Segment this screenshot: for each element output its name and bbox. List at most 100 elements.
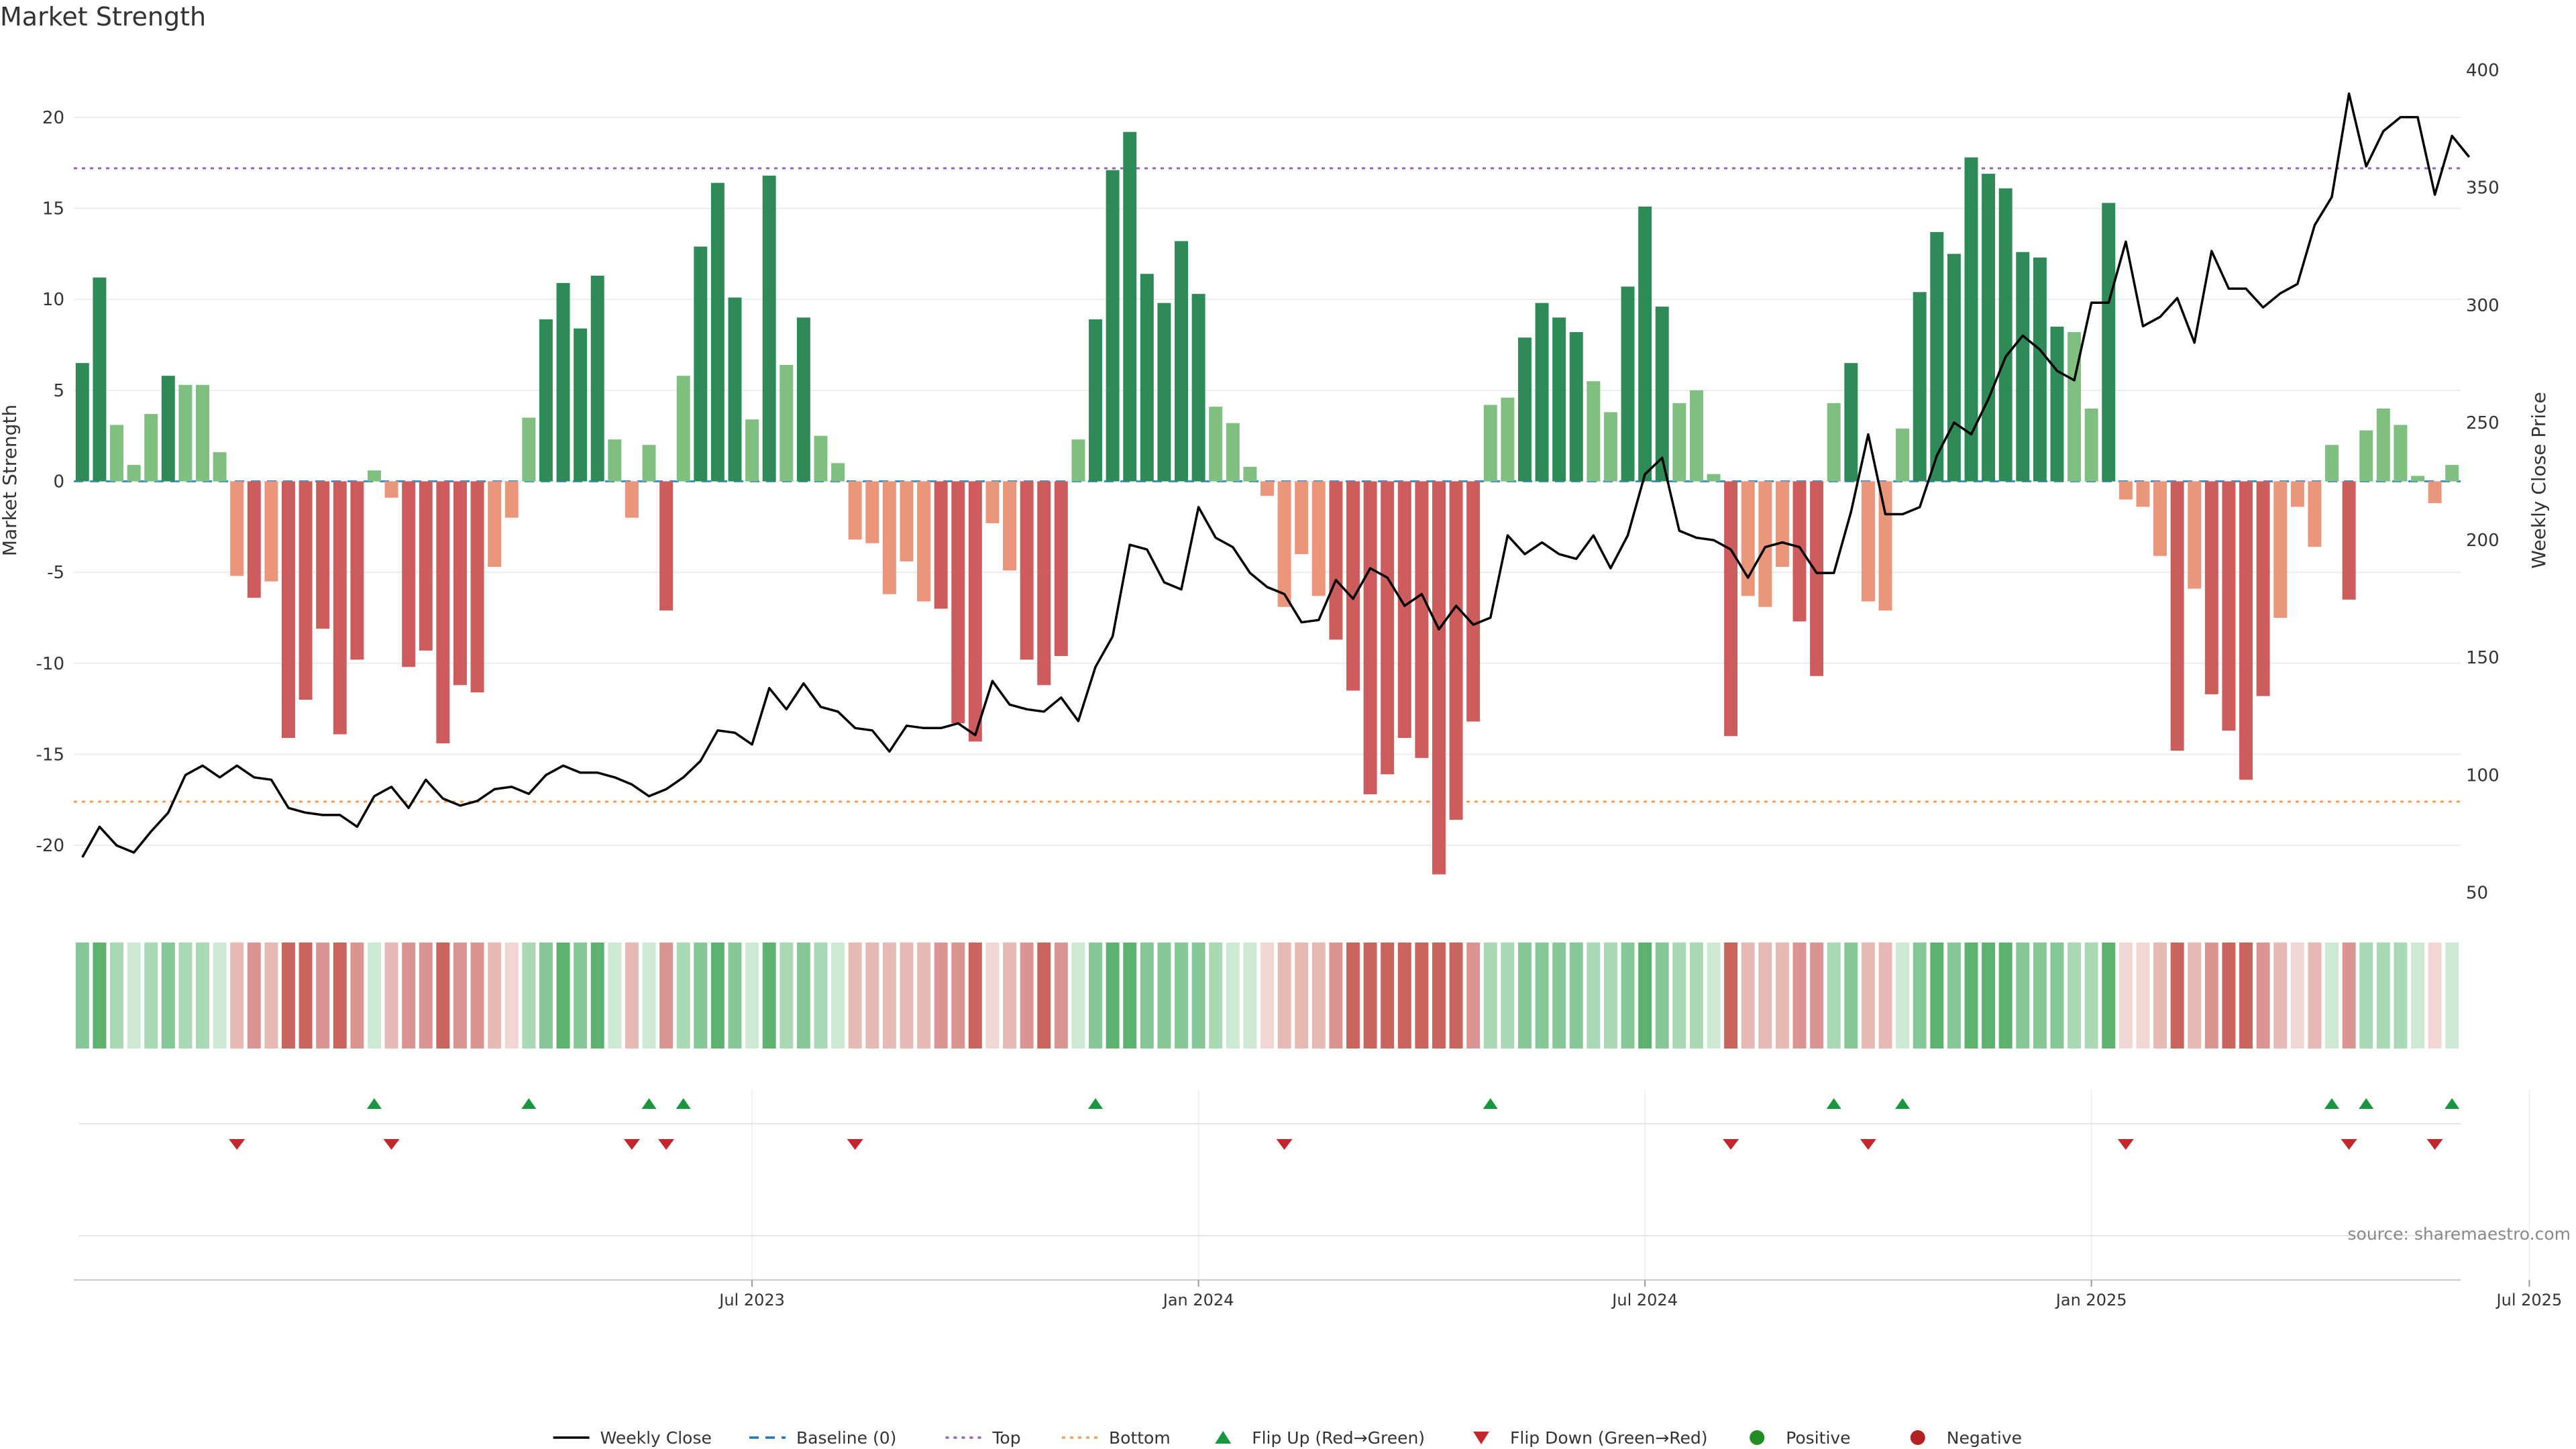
strength-bar — [1432, 481, 1446, 875]
legend-symbol-positive — [1750, 1430, 1765, 1445]
strength-bar — [1741, 481, 1755, 596]
strength-bar — [1724, 481, 1738, 737]
strength-bar — [522, 417, 536, 482]
heat-cell — [2170, 943, 2184, 1049]
heat-cell — [1483, 943, 1497, 1049]
heat-cell — [1432, 943, 1446, 1049]
heat-cell — [2342, 943, 2356, 1049]
strength-bar — [2411, 476, 2424, 482]
heat-cell — [1381, 943, 1395, 1049]
heat-cell — [1982, 943, 1996, 1049]
heat-cell — [900, 943, 914, 1049]
heat-cell — [1363, 943, 1377, 1049]
strength-bar — [1587, 381, 1601, 482]
strength-bar — [2428, 481, 2442, 504]
y-left-tick-label: -20 — [36, 836, 64, 856]
strength-bar — [2256, 481, 2270, 696]
heat-cell — [453, 943, 467, 1049]
strength-bar — [436, 481, 450, 744]
flip-down-marker — [229, 1139, 246, 1150]
flip-down-marker — [2341, 1139, 2357, 1150]
strength-bar — [1191, 294, 1205, 482]
heat-cell — [264, 943, 278, 1049]
y-right-tick-label: 350 — [2466, 178, 2500, 199]
heat-cell — [2068, 943, 2082, 1049]
heat-cell — [2308, 943, 2322, 1049]
y-axis-right-label: Weekly Close Price — [2528, 392, 2550, 568]
strength-bar — [676, 376, 690, 482]
heat-cell — [436, 943, 450, 1049]
strength-bar — [1329, 481, 1343, 640]
strength-bar — [1157, 303, 1171, 482]
strength-bar — [1707, 474, 1721, 482]
strength-bar — [2290, 481, 2304, 507]
heat-cell — [1655, 943, 1669, 1049]
heat-cell — [694, 943, 708, 1049]
strength-bar — [710, 182, 724, 482]
heat-cell — [1775, 943, 1789, 1049]
strength-bar — [642, 445, 656, 482]
x-tick-label: Jul 2023 — [718, 1291, 785, 1309]
strength-bar — [488, 481, 502, 567]
heat-cell — [1329, 943, 1343, 1049]
strength-bar — [728, 297, 742, 482]
strength-bar — [1003, 481, 1017, 571]
strength-bar — [1415, 481, 1429, 758]
strength-bar — [1397, 481, 1411, 738]
flip-up-marker — [1826, 1098, 1841, 1109]
legend: Weekly Close Baseline (0) Top Bottom Flip Up… — [553, 1428, 2022, 1448]
legend-symbol-flip-up — [1215, 1431, 1232, 1444]
strength-bar — [1175, 241, 1188, 482]
flip-up-marker — [2324, 1098, 2340, 1109]
strength-bar — [144, 414, 158, 482]
heat-cell — [488, 943, 502, 1049]
heat-cell — [539, 943, 553, 1049]
legend-label: Top — [991, 1428, 1020, 1448]
strength-bar — [1501, 397, 1515, 482]
strength-bar — [2118, 481, 2133, 500]
strength-bar — [1603, 412, 1617, 482]
y-right-tick-label: 200 — [2466, 531, 2500, 551]
heat-cell — [2016, 943, 2030, 1049]
strength-bar — [1621, 286, 1635, 482]
heat-cell — [2033, 943, 2047, 1049]
heat-cell — [1071, 943, 1085, 1049]
heat-cell — [814, 943, 828, 1049]
strength-bar — [1638, 206, 1652, 482]
strength-bar — [333, 481, 347, 735]
heat-cell — [1844, 943, 1858, 1049]
strength-bar — [1775, 481, 1789, 567]
strength-bar — [384, 481, 398, 498]
flip-down-marker — [623, 1139, 640, 1150]
heat-cell — [1191, 943, 1205, 1049]
y-left-tick-label: -15 — [36, 745, 64, 765]
heat-cell — [1587, 943, 1601, 1049]
heat-cell — [1964, 943, 1978, 1049]
heat-cell — [2428, 943, 2442, 1049]
heat-cell — [247, 943, 261, 1049]
strength-bar — [2222, 481, 2236, 731]
strength-bar — [574, 328, 588, 482]
strength-bar — [1226, 423, 1240, 482]
heat-cell — [213, 943, 227, 1049]
y-right-tick-label: 400 — [2466, 61, 2500, 81]
strength-bar — [247, 481, 261, 598]
heat-cell — [195, 943, 209, 1049]
x-axis: Jul 2023 Jan 2024 Jul 2024 Jan 2025 Jul 2025 — [74, 1279, 2562, 1309]
strength-bar — [985, 481, 1000, 523]
heat-cell — [419, 943, 433, 1049]
flip-down-marker — [1723, 1139, 1739, 1150]
weekly-close-line — [81, 92, 2471, 858]
flip-up-marker — [1483, 1098, 1498, 1109]
heat-cell — [848, 943, 862, 1049]
flip-down-marker — [658, 1139, 675, 1150]
heat-cell — [161, 943, 175, 1049]
heat-cell — [281, 943, 295, 1049]
heat-cell — [1501, 943, 1515, 1049]
heat-cell — [1621, 943, 1635, 1049]
strength-bar — [299, 481, 313, 700]
y-right-tick-label: 100 — [2466, 765, 2500, 786]
strength-bar — [1810, 481, 1824, 676]
heat-cell — [642, 943, 656, 1049]
strength-bar — [2188, 481, 2202, 589]
